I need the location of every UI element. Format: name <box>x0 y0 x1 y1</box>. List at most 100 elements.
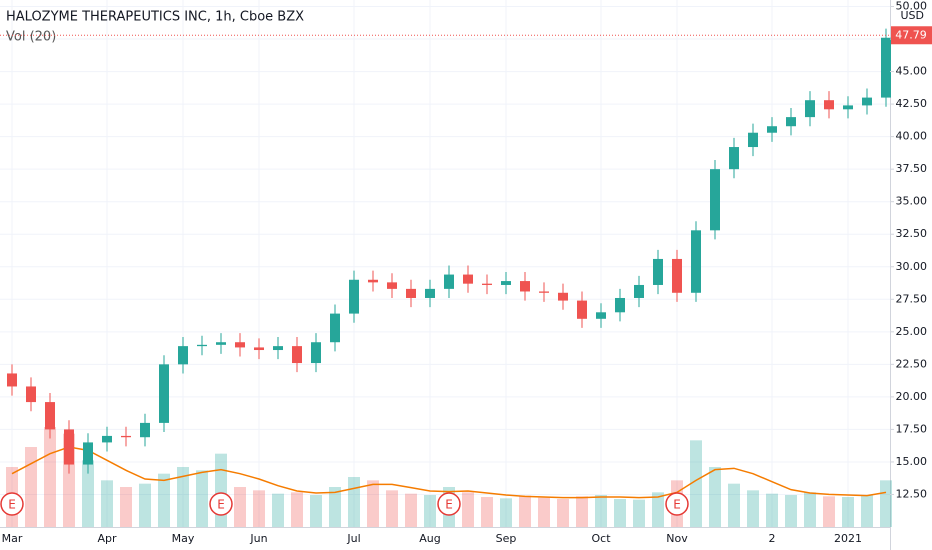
candle-body <box>292 346 302 364</box>
candle-body <box>482 283 492 285</box>
volume-bar <box>196 470 208 527</box>
candle-body <box>710 169 720 231</box>
candle-body <box>520 281 530 292</box>
volume-bar <box>424 495 436 527</box>
volume-bar <box>215 453 227 527</box>
candle-body <box>767 126 777 133</box>
last-price-box <box>891 26 932 45</box>
candle-body <box>368 279 378 283</box>
candle-body <box>387 282 397 289</box>
volume-label: Vol (20) <box>6 30 56 45</box>
y-tick-label: 20.00 <box>896 390 928 403</box>
volume-bar <box>519 495 531 527</box>
earnings-label: E <box>8 498 16 512</box>
candle-body <box>444 274 454 289</box>
volume-bar <box>82 460 94 527</box>
y-tick-label: 22.50 <box>896 357 928 370</box>
y-tick-label: 42.50 <box>896 97 928 110</box>
candle-body <box>178 346 188 365</box>
volume-bar <box>462 492 474 527</box>
volume-bar <box>804 492 816 527</box>
volume-bar <box>329 487 341 527</box>
candle-body <box>425 288 435 298</box>
volume-bar <box>44 427 56 527</box>
candle-body <box>558 292 568 301</box>
volume-bar <box>500 498 512 527</box>
volume-bar <box>481 497 493 527</box>
volume-ma-line <box>11 446 887 499</box>
volume-bar <box>861 495 873 527</box>
volume-bar <box>595 495 607 527</box>
earnings-label: E <box>217 498 225 512</box>
candle-body <box>406 288 416 298</box>
volume-bar <box>538 497 550 527</box>
y-tick-label: 45.00 <box>896 65 928 78</box>
y-tick-label: 30.00 <box>896 260 928 273</box>
candle-body <box>216 342 226 345</box>
volume-bar <box>823 496 835 527</box>
y-tick-label: 32.50 <box>896 227 928 240</box>
candle-body <box>45 402 55 430</box>
earnings-label: E <box>673 498 681 512</box>
candle-body <box>862 97 872 106</box>
volume-bar <box>747 490 759 527</box>
y-tick-label: 40.00 <box>896 130 928 143</box>
earnings-label: E <box>445 498 453 512</box>
x-tick-label: Jun <box>249 532 267 545</box>
x-tick-label: Oct <box>591 532 611 545</box>
volume-bar <box>652 492 664 527</box>
volume-bar <box>310 495 322 527</box>
y-tick-label: 50.00 <box>896 0 928 13</box>
volume-bar <box>709 467 721 527</box>
volume-bar <box>25 447 37 527</box>
candle-body <box>7 373 17 387</box>
chart-title: HALOZYME THERAPEUTICS INC, 1h, Cboe BZX <box>6 10 304 25</box>
volume-bar <box>101 480 113 527</box>
volume-bar <box>120 487 132 527</box>
volume-bar <box>348 477 360 527</box>
candle-body <box>615 297 625 313</box>
candle-body <box>805 100 815 118</box>
candle-body <box>26 386 36 403</box>
candle-body <box>254 347 264 351</box>
candle-body <box>197 344 207 347</box>
candle-body <box>330 313 340 343</box>
earnings-marker <box>209 492 233 516</box>
volume-bar <box>576 496 588 527</box>
volume-bar <box>139 483 151 527</box>
candle-body <box>539 291 549 293</box>
volume-bar <box>633 499 645 527</box>
volume-bar <box>234 487 246 527</box>
candle-body <box>121 435 131 438</box>
candle-body <box>273 346 283 351</box>
volume-bar <box>158 473 170 527</box>
candle-body <box>159 364 169 423</box>
x-tick-label: Mar <box>2 532 23 545</box>
volume-bar <box>728 483 740 527</box>
candle-body <box>311 342 321 364</box>
candle-body <box>577 300 587 319</box>
volume-bar <box>367 480 379 527</box>
earnings-marker <box>0 492 24 516</box>
x-tick-label: 2021 <box>834 532 862 545</box>
volume-bar <box>291 492 303 527</box>
volume-bar <box>880 480 892 527</box>
volume-bar <box>766 493 778 527</box>
earnings-marker <box>665 492 689 516</box>
candle-body <box>824 100 834 110</box>
y-tick-label: 12.50 <box>896 487 928 500</box>
volume-bar <box>785 495 797 527</box>
volume-bar <box>614 499 626 527</box>
volume-bar <box>405 493 417 527</box>
earnings-marker <box>437 492 461 516</box>
x-tick-label: Apr <box>97 532 117 545</box>
candles <box>7 28 891 474</box>
candle-body <box>349 279 359 314</box>
candle-body <box>691 230 701 293</box>
x-tick-label: Nov <box>666 532 688 545</box>
candle-body <box>729 147 739 170</box>
x-tick-label: May <box>172 532 195 545</box>
y-tick-label: 25.00 <box>896 325 928 338</box>
last-price-label: 47.79 <box>895 28 927 41</box>
